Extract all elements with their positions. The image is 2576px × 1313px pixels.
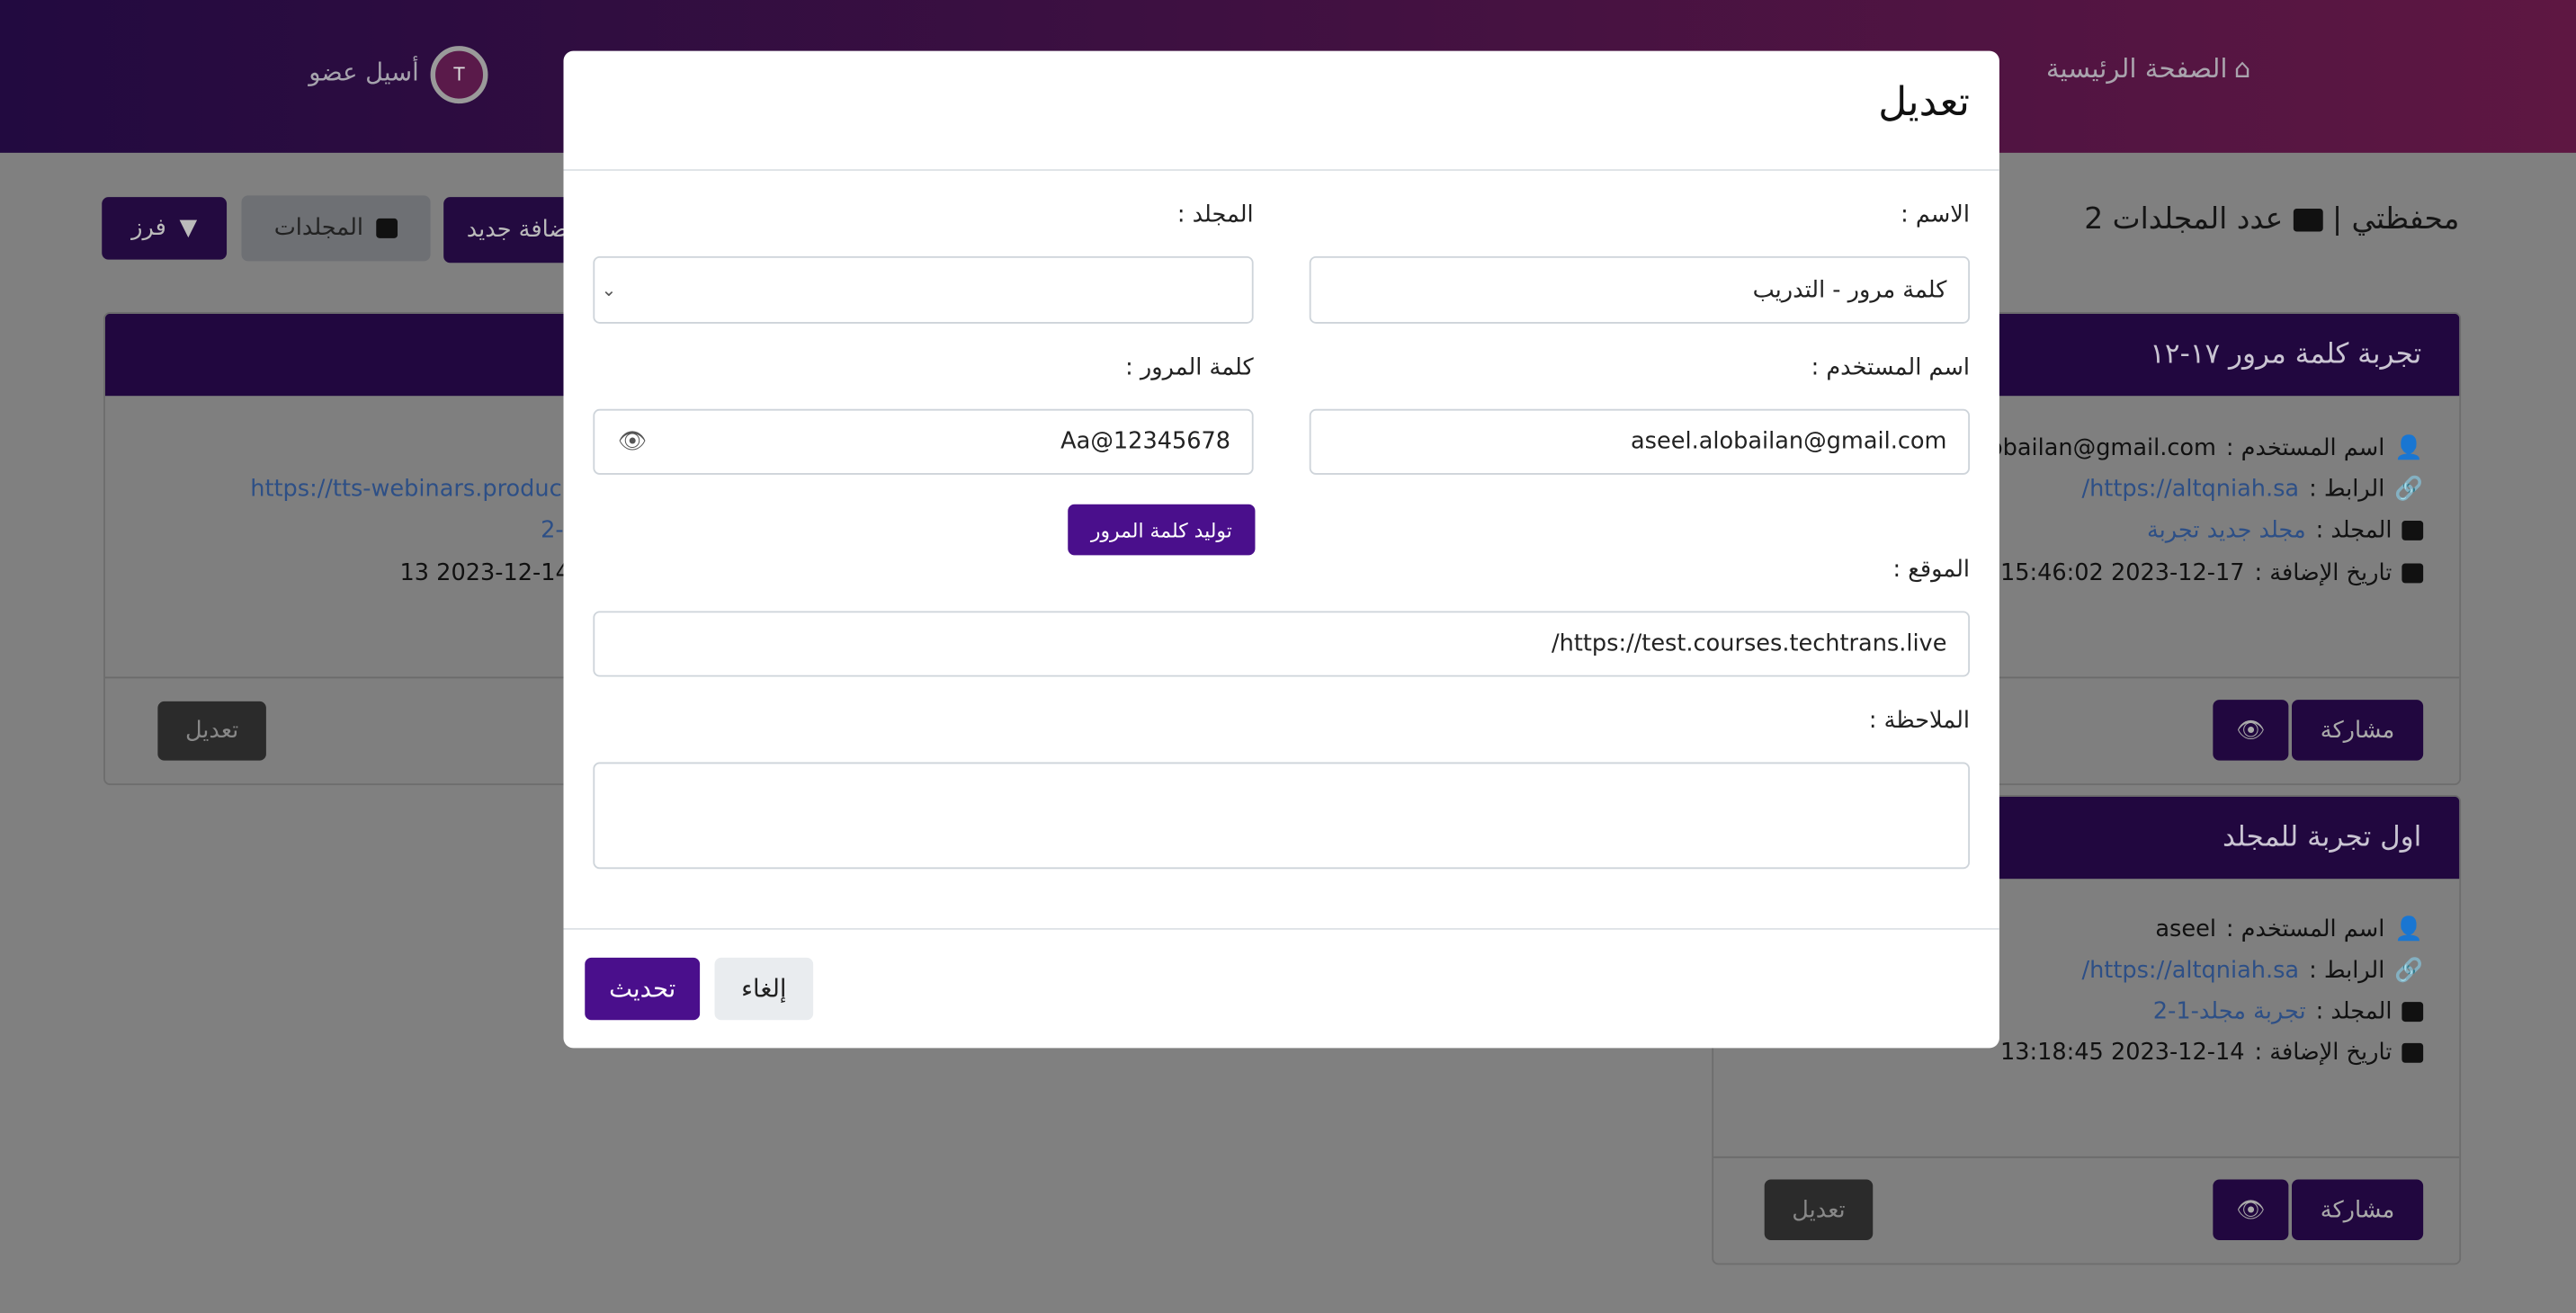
link-label: الرابط : — [2309, 957, 2385, 985]
page-title-text: محفظتي | — [2332, 201, 2460, 237]
name-label: الاسم : — [1901, 201, 1971, 228]
folder-label: المجلد : — [1176, 201, 1254, 228]
date-label: تاريخ الإضافة : — [2254, 559, 2393, 587]
username-label: اسم المستخدم : — [2225, 435, 2385, 462]
username-value: aseel — [2155, 916, 2216, 943]
card-username: 👤 اسم المستخدم : aseel — [2155, 916, 2423, 942]
cancel-button[interactable]: إلغاء — [714, 957, 814, 1021]
link-value[interactable]: https://altqniah.sa/ — [2081, 957, 2300, 985]
share-button[interactable]: مشاركة — [2292, 700, 2424, 761]
edit-modal: تعديل الاسم : كلمة مرور - التدريب المجلد… — [563, 50, 1999, 1049]
folder-icon — [376, 218, 398, 238]
folder-value[interactable]: تجربة مجلد-1-2 — [2152, 998, 2306, 1025]
password-value: Aa@12345678 — [1060, 428, 1231, 455]
folder-value[interactable]: مجلد جديد تجربة — [2146, 517, 2306, 544]
password-card: اول تجربة للمجلد 👤 اسم المستخدم : aseel 🔗 ا… — [1712, 795, 2462, 1265]
username-label: اسم المستخدم : — [2225, 916, 2385, 943]
edit-button[interactable]: تعديل — [157, 701, 266, 761]
page-title: محفظتي | عدد المجلدات 2 — [2084, 202, 2459, 237]
password-input[interactable]: Aa@12345678 👁 — [593, 408, 1254, 475]
view-button[interactable]: 👁 — [2213, 700, 2289, 761]
nav-home-link[interactable]: ⌂ الصفحة الرئيسية — [2046, 52, 2250, 84]
eye-icon: 👁 — [2236, 717, 2266, 744]
folder-label: المجلد : — [2315, 517, 2393, 544]
card-link[interactable]: https://tts-webinars.produc — [250, 476, 562, 503]
view-button[interactable]: 👁 — [2213, 1179, 2289, 1241]
card-folder: المجلد : مجلد جديد تجربة — [2146, 517, 2424, 544]
card-footer — [1713, 1156, 2460, 1264]
folder-select[interactable]: ⌄ — [593, 255, 1254, 324]
user-icon: 👤 — [2394, 435, 2424, 462]
modal-title: تعديل — [1878, 78, 1971, 125]
card-date: تاريخ الإضافة : 2023-12-17 15:46:02 — [1999, 559, 2424, 587]
date-label: تاريخ الإضافة : — [2254, 1040, 2393, 1067]
note-label: الملاحظة : — [1868, 708, 1971, 735]
modal-header-divider — [563, 169, 1999, 171]
site-input[interactable]: https://test.courses.techtrans.live/ — [593, 611, 1971, 677]
link-value[interactable]: https://altqniah.sa/ — [2081, 476, 2300, 503]
folders-label: المجلدات — [273, 215, 363, 242]
eye-icon: 👁 — [2236, 1196, 2266, 1223]
user-avatar[interactable]: T — [430, 46, 488, 104]
site-label: الموقع : — [1892, 557, 1971, 584]
username-input[interactable]: aseel.alobailan@gmail.com — [1309, 408, 1971, 475]
avatar-letter: T — [453, 64, 465, 85]
filter-icon: ▼ — [179, 215, 198, 242]
add-new-label: إضافة جديد — [466, 217, 576, 244]
folders-count: عدد المجلدات 2 — [2084, 201, 2284, 237]
note-textarea[interactable] — [593, 762, 1971, 870]
card-footer — [1713, 676, 2460, 784]
home-label: الصفحة الرئيسية — [2045, 52, 2228, 85]
chevron-down-icon: ⌄ — [601, 279, 617, 301]
link-label: الرابط : — [2309, 476, 2385, 503]
name-input[interactable]: كلمة مرور - التدريب — [1309, 255, 1971, 324]
sort-label: فرز — [131, 215, 166, 242]
card-date: 2023-12-14 13 — [399, 559, 570, 587]
date-value: 2023-12-14 13:18:45 — [1999, 1040, 2245, 1067]
card-link: 🔗 الرابط : https://altqniah.sa/ — [2081, 477, 2423, 503]
update-button[interactable]: تحديث — [585, 957, 701, 1021]
card-date: تاريخ الإضافة : 2023-12-14 13:18:45 — [1999, 1040, 2424, 1067]
edit-button[interactable]: تعديل — [1764, 1179, 1874, 1241]
link-icon: 🔗 — [2394, 957, 2424, 985]
generate-password-button[interactable]: توليد كلمة المرور — [1068, 504, 1256, 556]
date-value: 2023-12-17 15:46:02 — [1999, 559, 2245, 587]
folders-button[interactable]: المجلدات — [241, 195, 431, 262]
sort-button[interactable]: ▼ فرز — [102, 197, 228, 260]
folder-icon — [2402, 1002, 2424, 1023]
eye-icon[interactable]: 👁 — [617, 428, 648, 455]
home-icon: ⌂ — [2233, 52, 2251, 85]
folder-icon — [2293, 208, 2323, 231]
username-label: اسم المستخدم : — [1811, 354, 1971, 381]
calendar-icon — [2402, 1042, 2424, 1063]
share-button[interactable]: مشاركة — [2292, 1179, 2424, 1241]
user-name[interactable]: أسيل عضو — [309, 57, 419, 87]
user-icon: 👤 — [2394, 916, 2424, 943]
calendar-icon — [2402, 563, 2424, 584]
folder-label: المجلد : — [2315, 998, 2393, 1025]
card-link: 🔗 الرابط : https://altqniah.sa/ — [2081, 958, 2423, 984]
modal-footer-divider — [563, 927, 1999, 930]
folder-icon — [2402, 521, 2424, 540]
card-folder: المجلد : تجربة مجلد-1-2 — [2152, 998, 2424, 1025]
link-icon: 🔗 — [2394, 476, 2424, 503]
password-label: كلمة المرور : — [1125, 354, 1254, 381]
card-footer — [104, 676, 850, 784]
